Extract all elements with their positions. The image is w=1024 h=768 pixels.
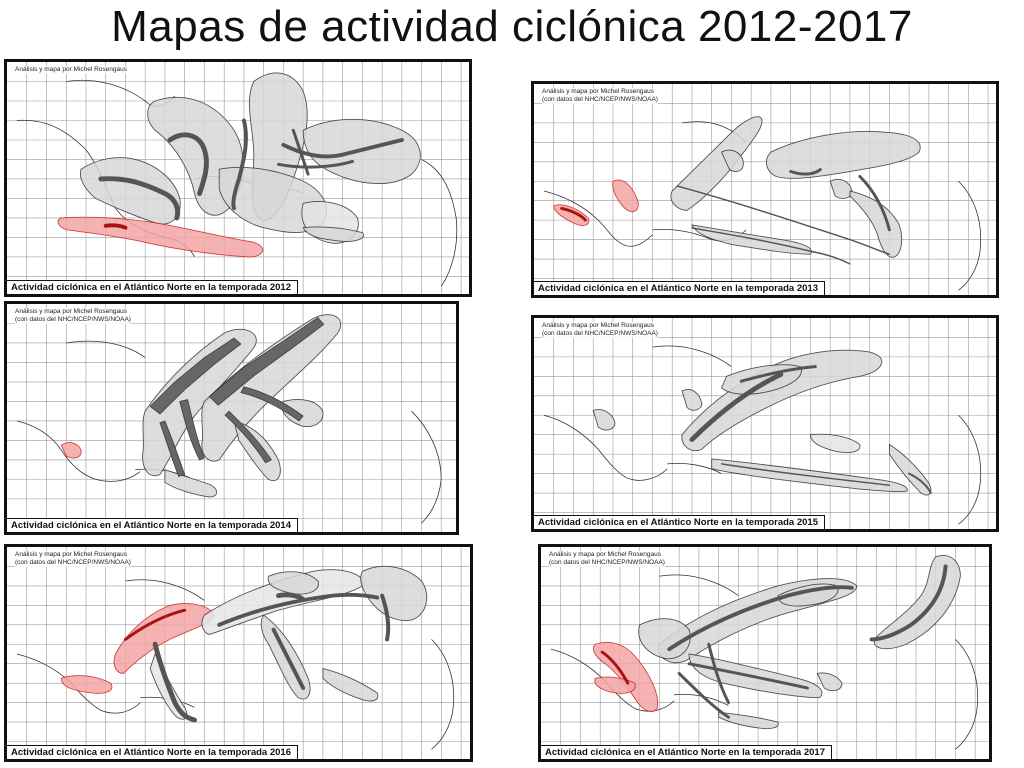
credit-2014: Análisis y mapa por Michel Rosengaus (co… (15, 308, 131, 324)
caption-2016: Actividad ciclónica en el Atlántico Nort… (7, 745, 298, 759)
storm-tracks (600, 564, 948, 719)
map-2013 (534, 84, 996, 295)
credit-line: Análisis y mapa por Michel Rosengaus (15, 308, 127, 315)
credit-2013: Análisis y mapa por Michel Rosengaus (co… (542, 88, 658, 104)
credit-line: (con datos del NHC/NCEP/NWS/NOAA) (15, 559, 131, 566)
caption-2017: Actividad ciclónica en el Atlántico Nort… (541, 745, 832, 759)
coastline (543, 345, 982, 525)
storm-swaths (553, 116, 921, 258)
storm-tracks (560, 168, 891, 265)
credit-line: Análisis y mapa por Michel Rosengaus (542, 88, 654, 95)
map-panel-2016: Análisis y mapa por Michel Rosengaus (co… (4, 544, 473, 762)
credit-line: (con datos del NHC/NCEP/NWS/NOAA) (15, 316, 131, 323)
credit-line: (con datos del NHC/NCEP/NWS/NOAA) (542, 96, 658, 103)
credit-2012: Análisis y mapa por Michel Rosengaus (15, 66, 127, 74)
storm-swaths (592, 349, 932, 496)
credit-line: Análisis y mapa por Michel Rosengaus (15, 66, 127, 73)
map-panel-2017: Análisis y mapa por Michel Rosengaus (co… (538, 544, 992, 762)
caption-2013: Actividad ciclónica en el Atlántico Nort… (534, 281, 825, 295)
map-panel-2012: Análisis y mapa por Michel Rosengaus Act… (4, 59, 472, 297)
storm-tracks (98, 118, 404, 230)
credit-line: Análisis y mapa por Michel Rosengaus (549, 551, 661, 558)
map-2014 (7, 304, 456, 532)
storm-tracks (149, 317, 325, 477)
storm-tracks (689, 365, 932, 494)
credit-line: (con datos del NHC/NCEP/NWS/NOAA) (549, 559, 665, 566)
credit-2017: Análisis y mapa por Michel Rosengaus (co… (549, 551, 665, 567)
storm-swaths (57, 72, 421, 258)
page-title: Mapas de actividad ciclónica 2012-2017 (111, 2, 913, 51)
caption-2012: Actividad ciclónica en el Atlántico Nort… (7, 280, 298, 294)
credit-line: Análisis y mapa por Michel Rosengaus (542, 322, 654, 329)
credit-2016: Análisis y mapa por Michel Rosengaus (co… (15, 551, 131, 567)
map-panel-2014: Análisis y mapa por Michel Rosengaus (co… (4, 301, 459, 535)
map-panel-2013: Análisis y mapa por Michel Rosengaus (co… (531, 81, 999, 298)
caption-2015: Actividad ciclónica en el Atlántico Nort… (534, 515, 825, 529)
map-panel-2015: Análisis y mapa por Michel Rosengaus (co… (531, 315, 999, 532)
caption-2014: Actividad ciclónica en el Atlántico Nort… (7, 518, 298, 532)
credit-line: Análisis y mapa por Michel Rosengaus (15, 551, 127, 558)
map-2015 (534, 318, 996, 529)
storm-tracks (123, 592, 391, 723)
credit-line: (con datos del NHC/NCEP/NWS/NOAA) (542, 330, 658, 337)
map-2017 (541, 547, 989, 759)
credit-2015: Análisis y mapa por Michel Rosengaus (co… (542, 322, 658, 338)
map-2016 (7, 547, 470, 759)
map-2012 (7, 62, 469, 294)
